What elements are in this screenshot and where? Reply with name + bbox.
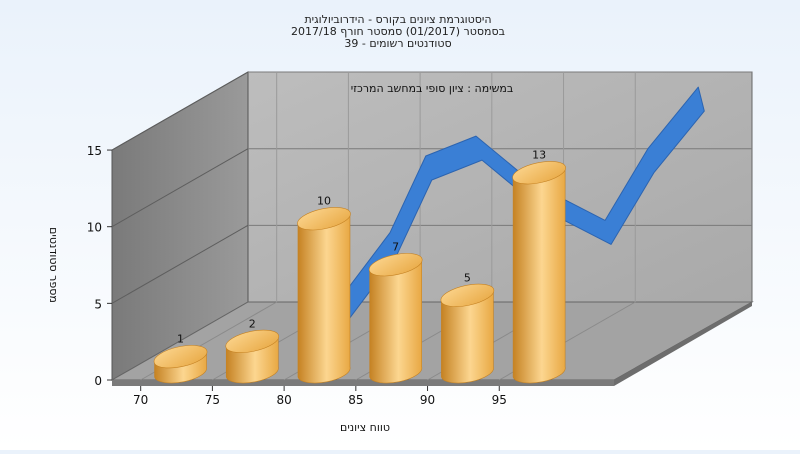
bar: 7 bbox=[368, 241, 423, 384]
bar-value-label: 7 bbox=[392, 241, 399, 254]
bar: 1 bbox=[153, 333, 208, 384]
grid-line-side bbox=[111, 224, 249, 304]
bars: 1 2 10 7 5 13 bbox=[153, 149, 566, 384]
chart-title-line-3: סטודנטים רשומים - 39 bbox=[344, 37, 451, 50]
bar: 2 bbox=[225, 317, 280, 384]
bar-body bbox=[512, 167, 566, 384]
chart-walls bbox=[110, 71, 754, 386]
bar-top bbox=[225, 329, 280, 353]
bar: 5 bbox=[440, 271, 495, 384]
x-tick-label: 95 bbox=[492, 393, 507, 407]
x-tick-label: 70 bbox=[133, 393, 148, 407]
bar-value-label: 13 bbox=[532, 149, 546, 162]
bar-body bbox=[297, 213, 351, 384]
chart-title-line-1: היסטוגרמת ציונים בקורס - הידרוביולוגית bbox=[304, 13, 491, 26]
bar-top bbox=[297, 207, 351, 231]
bar: 10 bbox=[297, 195, 351, 384]
chart-subtitle: במשימה : ציון סופי במחשב המרכזי bbox=[351, 82, 514, 95]
bar-value-label: 1 bbox=[177, 333, 184, 346]
bar-value-label: 2 bbox=[249, 317, 256, 330]
x-tick-label: 80 bbox=[276, 393, 291, 407]
bar-value-label: 10 bbox=[317, 195, 331, 208]
bar: 13 bbox=[512, 149, 566, 384]
bar-top bbox=[512, 161, 566, 185]
bar-top bbox=[440, 283, 495, 307]
x-tick-label: 75 bbox=[205, 393, 220, 407]
distribution-curve bbox=[317, 86, 705, 353]
y-tick-label: 15 bbox=[87, 144, 102, 158]
bar-body bbox=[369, 259, 423, 384]
bar-value-label: 5 bbox=[464, 271, 471, 284]
grid-line-side bbox=[111, 148, 249, 228]
bar-top bbox=[153, 345, 208, 369]
y-tick-label: 10 bbox=[87, 221, 102, 235]
distribution-ribbon bbox=[317, 86, 705, 353]
chart-title-line-2: בסמסטר (01/2017) סמסטר חורף 2017/18 bbox=[291, 25, 505, 38]
y-axis-ticks: 0 5 10 15 bbox=[87, 144, 112, 388]
y-tick-label: 5 bbox=[94, 297, 102, 311]
x-tick-label: 85 bbox=[348, 393, 363, 407]
x-axis-label: טווח ציונים bbox=[340, 421, 390, 434]
y-axis-label: מספר סטודנטים bbox=[47, 227, 60, 303]
y-tick-label: 0 bbox=[94, 374, 102, 388]
bar-body bbox=[441, 289, 494, 384]
floor-right-edge bbox=[614, 302, 752, 386]
grid-line-side bbox=[111, 71, 249, 151]
x-tick-label: 90 bbox=[420, 393, 435, 407]
x-axis-ticks: 70 75 80 85 90 95 bbox=[133, 386, 507, 407]
bar-top bbox=[368, 253, 423, 277]
